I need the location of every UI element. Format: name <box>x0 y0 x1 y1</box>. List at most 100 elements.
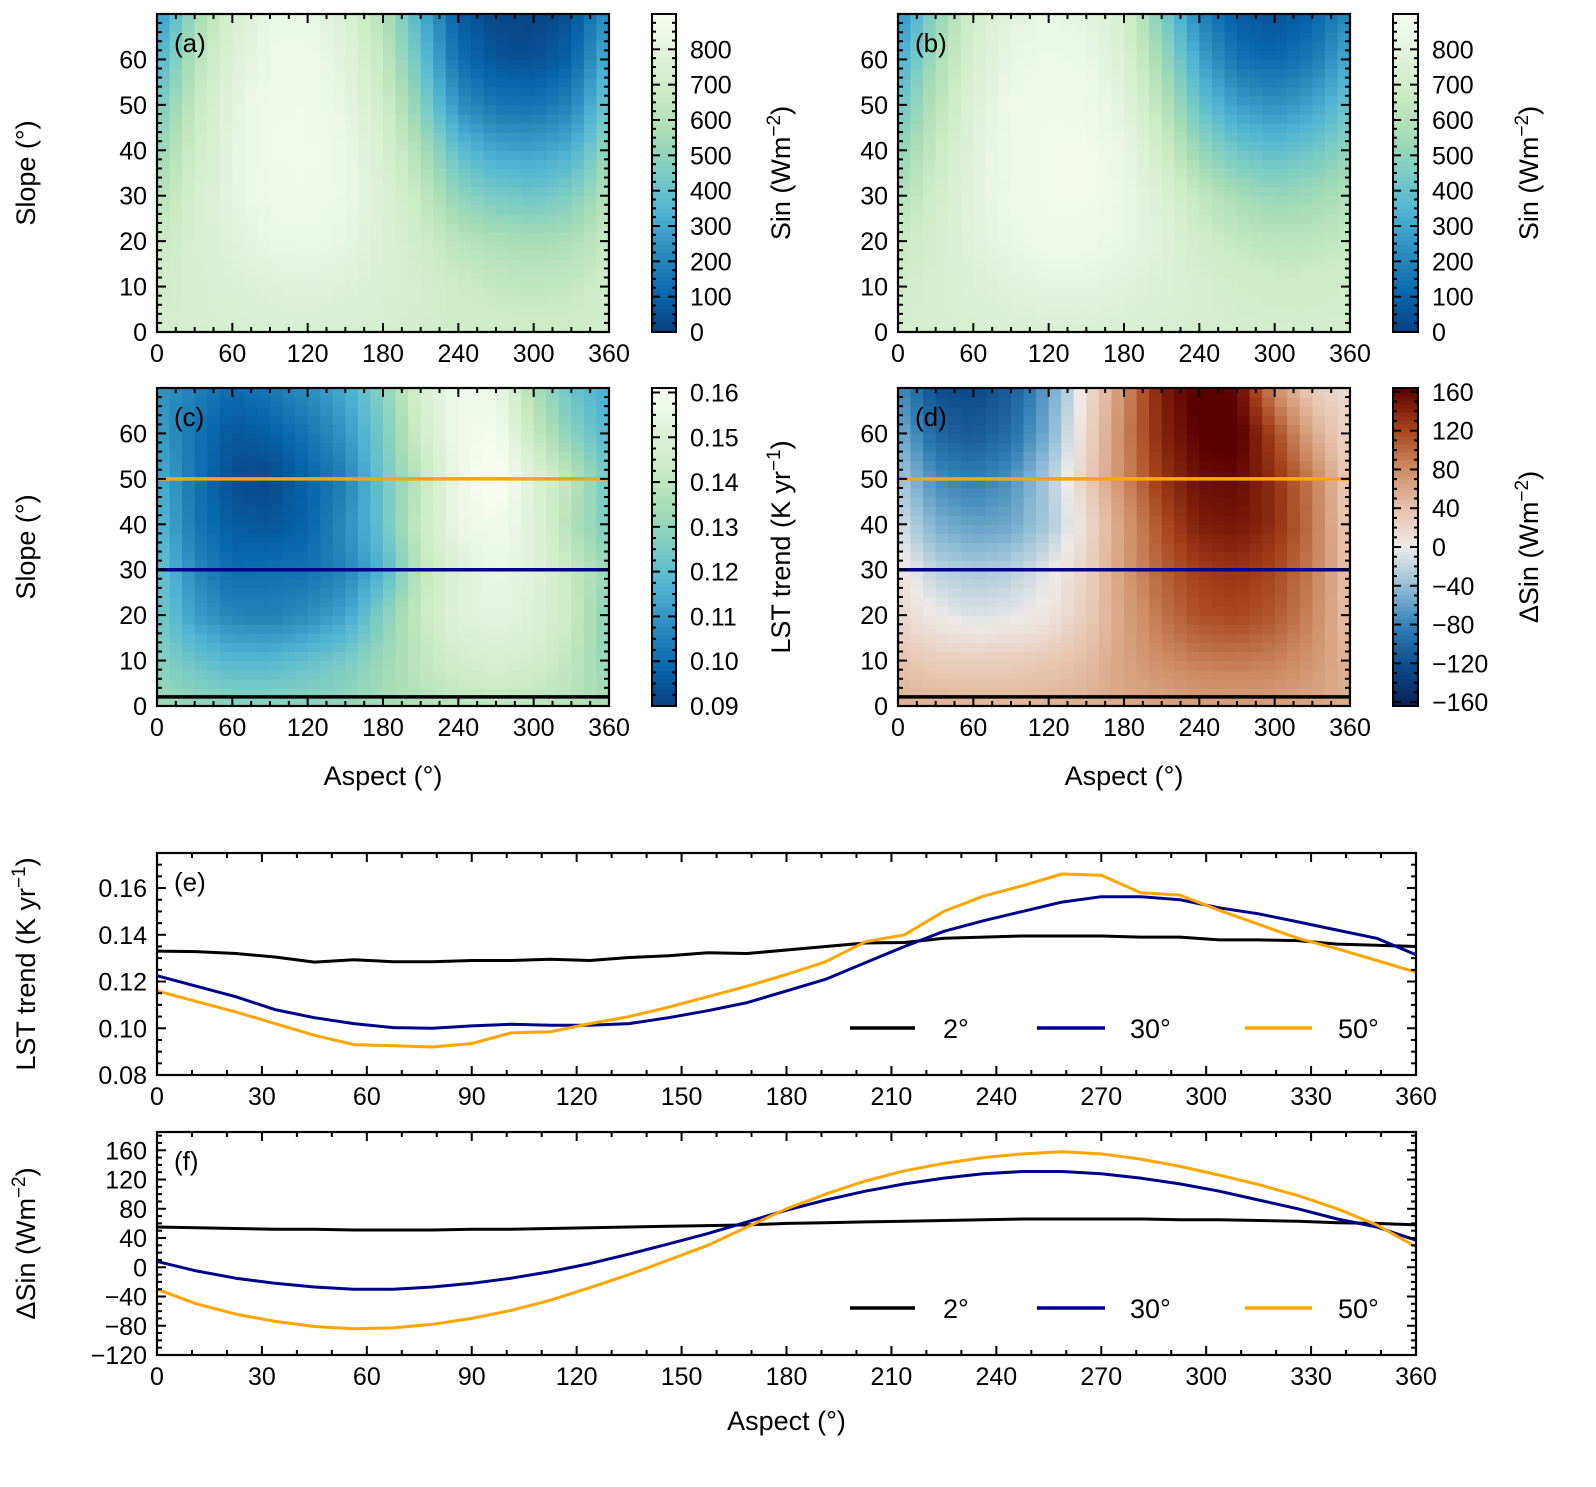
heatmap-cell <box>948 95 962 106</box>
colorbar-segment <box>652 388 676 393</box>
heatmap-cell <box>571 442 585 453</box>
heatmap-cell <box>1073 141 1087 151</box>
heatmap-cell <box>1199 268 1213 279</box>
heatmap-cell <box>1174 286 1188 297</box>
heatmap-cell <box>433 615 447 625</box>
colorbar-segment <box>652 614 676 620</box>
heatmap-cell <box>1299 286 1313 297</box>
heatmap-cell <box>923 277 937 288</box>
heatmap-cell <box>583 259 598 269</box>
heatmap-cell <box>998 660 1012 671</box>
heatmap-cell <box>244 660 259 671</box>
heatmap-cell <box>169 460 183 471</box>
heatmap-cell <box>483 551 497 562</box>
heatmap-cell <box>307 213 321 224</box>
heatmap-cell <box>973 213 987 224</box>
colorbar-segment <box>1393 204 1418 210</box>
heatmap-cell <box>433 678 447 689</box>
heatmap-cell <box>395 551 409 562</box>
heatmap-cell <box>458 123 472 133</box>
heatmap-cell <box>232 406 246 416</box>
heatmap-cell <box>1224 14 1238 24</box>
heatmap-cell <box>910 533 924 544</box>
heatmap-cell <box>1174 68 1188 79</box>
heatmap-cell <box>1186 295 1200 306</box>
heatmap-cell <box>182 41 196 51</box>
heatmap-cell <box>935 406 949 416</box>
heatmap-cell <box>1098 222 1113 233</box>
heatmap-cell <box>470 268 485 279</box>
heatmap-cell <box>1136 104 1150 115</box>
heatmap-cell <box>332 95 346 106</box>
heatmap-cell <box>307 41 321 51</box>
heatmap-cell <box>948 415 962 425</box>
heatmap-cell <box>257 232 271 242</box>
heatmap-cell <box>910 551 924 562</box>
heatmap-cell <box>307 222 321 233</box>
heatmap-cell <box>270 469 284 480</box>
heatmap-cell <box>169 204 183 215</box>
heatmap-cell <box>960 222 974 233</box>
y-tick-label: 50 <box>119 466 147 494</box>
heatmap-cell <box>483 687 497 698</box>
heatmap-cell <box>898 241 912 251</box>
heatmap-cell <box>985 551 1000 562</box>
heatmap-cell <box>370 259 384 269</box>
x-tick-label: 0 <box>150 340 164 368</box>
heatmap-cell <box>571 596 585 607</box>
heatmap-cell <box>1186 195 1200 206</box>
colorbar-segment <box>652 14 676 19</box>
heatmap-cell <box>169 141 183 151</box>
heatmap-cell <box>1124 123 1138 133</box>
heatmap-cell <box>923 232 937 242</box>
heatmap-cell <box>1149 41 1163 51</box>
heatmap-cell <box>420 150 434 160</box>
heatmap-cell <box>935 442 949 453</box>
heatmap-cell <box>307 669 321 680</box>
heatmap-cell <box>458 250 472 260</box>
heatmap-cell <box>998 551 1012 562</box>
heatmap-cell <box>521 150 535 160</box>
heatmap-cell <box>1073 268 1087 279</box>
heatmap-cell <box>307 150 321 160</box>
heatmap-cell <box>207 232 221 242</box>
colorbar-segment <box>1393 272 1418 277</box>
heatmap-cell <box>596 460 610 471</box>
colorbar-label: Sin (Wm−2) <box>764 106 797 240</box>
heatmap-cell <box>194 213 208 224</box>
heatmap-cell <box>433 506 447 516</box>
heatmap-cell <box>1299 168 1313 179</box>
heatmap-cell <box>433 669 447 680</box>
heatmap-cell <box>420 451 434 462</box>
heatmap-cell <box>948 313 962 324</box>
colorbar-segment <box>652 511 676 516</box>
heatmap-cell <box>207 451 221 462</box>
heatmap-cell <box>521 696 535 707</box>
heatmap-cell <box>1224 141 1238 151</box>
heatmap-cell <box>295 560 309 571</box>
heatmap-cell <box>571 277 585 288</box>
heatmap-cell <box>270 213 284 224</box>
heatmap-cell <box>257 259 271 269</box>
heatmap-cell <box>395 32 409 42</box>
heatmap-cell <box>244 241 259 251</box>
heatmap-cell <box>270 95 284 106</box>
heatmap-cell <box>383 113 397 124</box>
heatmap-cell <box>923 460 937 471</box>
heatmap-cell <box>546 195 560 206</box>
heatmap-cell <box>182 123 196 133</box>
heatmap-cell <box>483 304 497 315</box>
heatmap-cell <box>1337 14 1351 24</box>
heatmap-cell <box>458 268 472 279</box>
heatmap-cell <box>898 678 912 689</box>
heatmap-cell <box>219 542 233 553</box>
heatmap-cell <box>458 195 472 206</box>
heatmap-cell <box>508 259 522 269</box>
heatmap-cell <box>307 624 321 634</box>
heatmap-cell <box>546 222 560 233</box>
heatmap-cell <box>345 696 359 707</box>
heatmap-cell <box>244 159 259 170</box>
heatmap-cell <box>332 569 346 580</box>
colorbar-segment <box>652 320 676 325</box>
